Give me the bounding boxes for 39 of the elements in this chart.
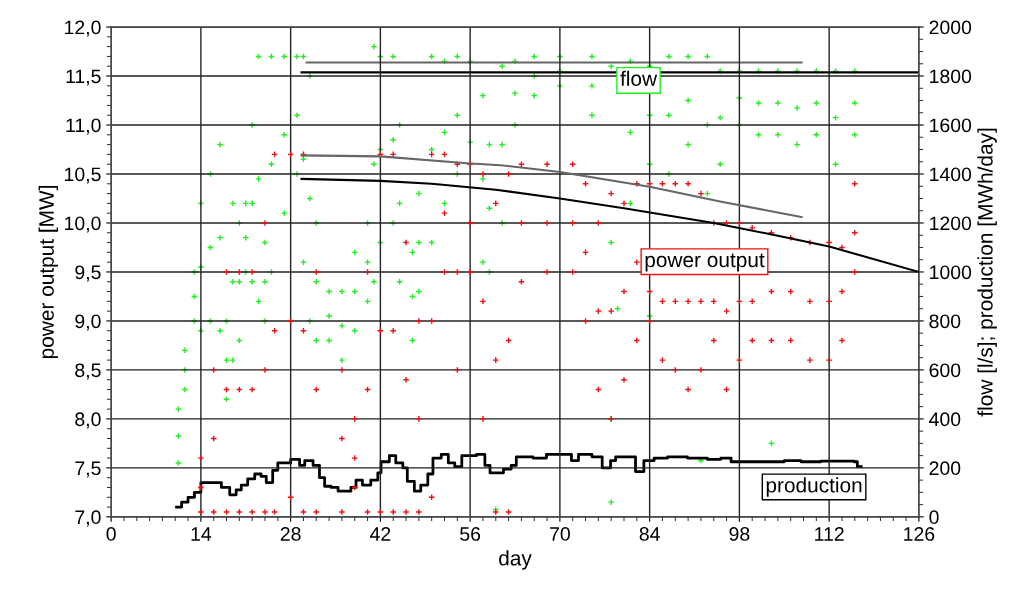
x-tick-label: 98 [729,527,750,541]
y-tick-label: 11,0 [66,118,101,135]
y-tick-label: 12,0 [65,20,101,37]
x-tick-label: 56 [460,527,481,541]
y2-tick-label: 1000 [930,265,972,280]
series-label: flow [620,70,658,87]
x-tick-label: 28 [280,527,301,541]
y2-tick-label: 1800 [930,69,972,84]
x-tick-label: 0 [106,527,116,541]
y-axis-title: power output [MW] [38,186,59,359]
y2-tick-label: 2000 [929,20,972,35]
y2-tick-label: 1600 [930,118,972,133]
x-tick-label: 70 [550,527,570,541]
x-tick-label: 14 [191,527,212,541]
y2-tick-label: 400 [929,412,961,427]
y-tick-label: 11,5 [66,69,101,86]
y-tick-label: 7,0 [75,510,101,527]
y-tick-label: 10,5 [65,167,101,184]
y-tick-label: 9,0 [75,314,101,331]
y-tick-label: 7,5 [75,461,101,478]
y2-tick-label: 1200 [930,216,972,231]
y2-tick-label: 200 [929,461,961,476]
line-series [300,154,803,219]
y2-tick-label: 1400 [930,167,972,182]
y-tick-label: 8,0 [75,412,101,429]
x-tick-label: 126 [904,527,935,541]
x-tick-label: 84 [639,527,660,541]
y2-tick-label: 800 [929,314,961,329]
y-tick-label: 9,5 [75,265,101,282]
series-label: power output [645,253,765,272]
x-axis-title: day [499,550,532,570]
y2-axis-title: flow [l/s]; production [MWh/day] [977,128,997,417]
series-label: production [766,477,862,497]
y-tick-label: 8,5 [75,363,101,380]
y2-tick-label: 0 [929,510,939,525]
y-tick-label: 10,0 [65,216,101,233]
y2-tick-label: 600 [929,363,961,378]
x-tick-label: 112 [815,527,844,541]
x-tick-label: 42 [370,527,391,541]
